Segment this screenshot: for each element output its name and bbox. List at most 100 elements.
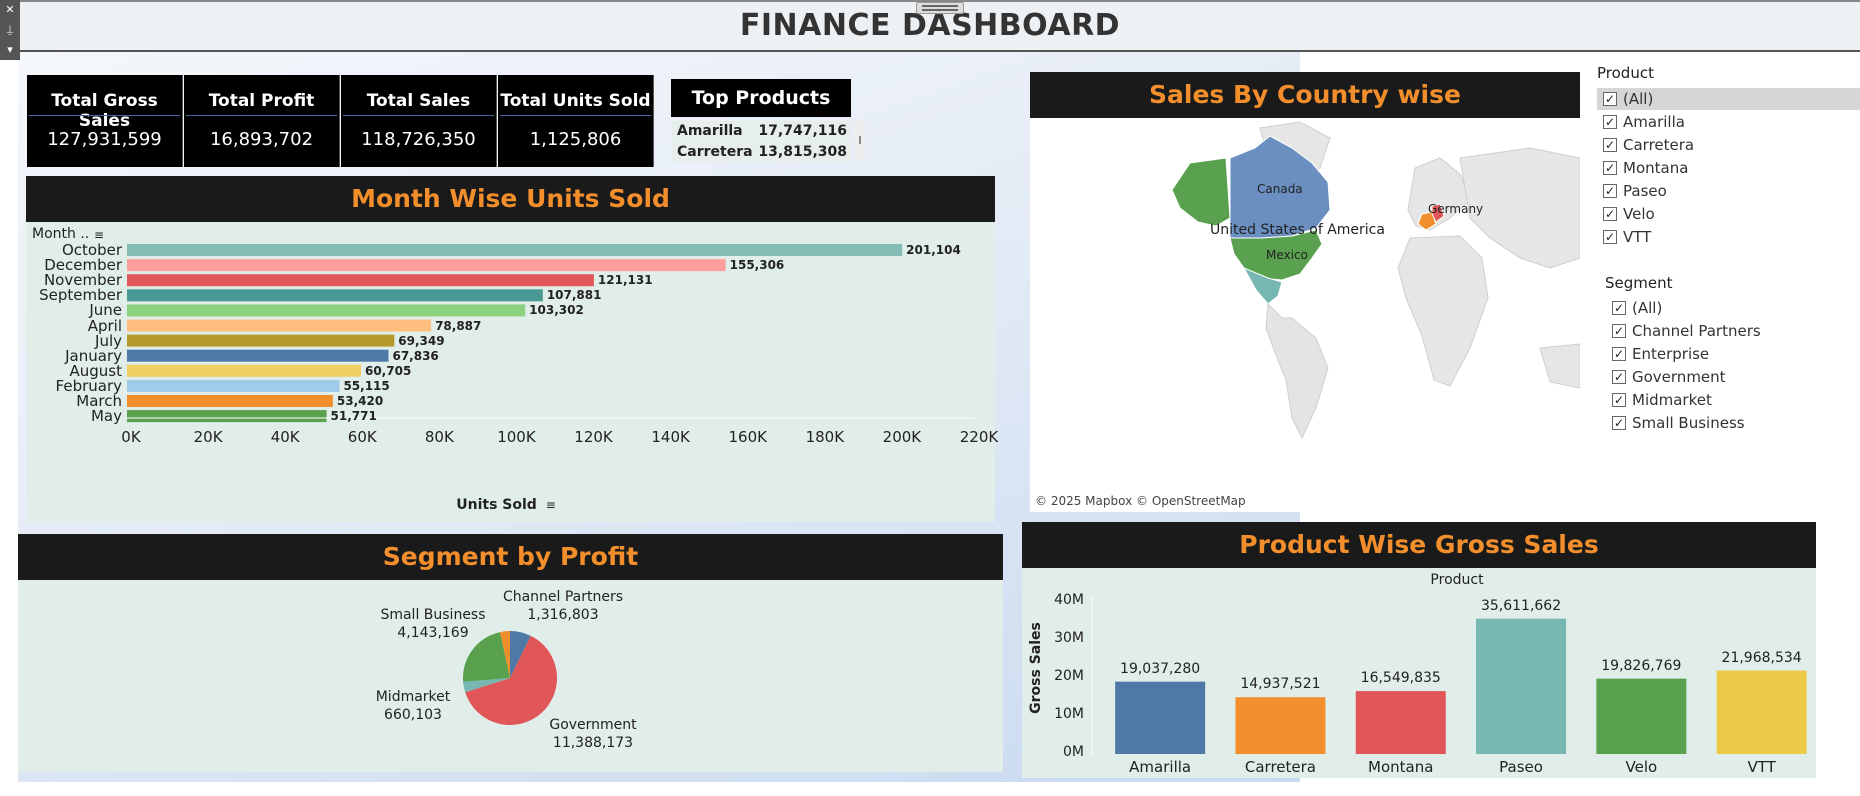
- checkbox-checked-icon[interactable]: ✓: [1603, 92, 1617, 106]
- month-x-tick: 100K: [497, 428, 536, 446]
- month-value-label: 103,302: [529, 303, 584, 318]
- drag-handle[interactable]: [916, 2, 964, 14]
- sort-icon[interactable]: ≡: [94, 228, 105, 242]
- month-x-tick: 60K: [347, 428, 377, 446]
- kpi-value: 1,125,806: [500, 115, 651, 163]
- germany-shape: [1431, 203, 1445, 223]
- kpi-value: 127,931,599: [29, 115, 180, 163]
- product-bar[interactable]: [1355, 691, 1446, 754]
- month-bar[interactable]: [127, 395, 333, 407]
- checkbox-checked-icon[interactable]: ✓: [1603, 161, 1617, 175]
- drag-handle-line: [922, 5, 958, 7]
- month-bar[interactable]: [127, 289, 543, 302]
- checkbox-checked-icon[interactable]: ✓: [1603, 184, 1617, 198]
- top-product-row[interactable]: Amarilla 17,747,116: [671, 121, 851, 141]
- close-icon[interactable]: ✕: [5, 3, 15, 16]
- checkbox-checked-icon[interactable]: ✓: [1612, 370, 1626, 384]
- map-label-mexico: Mexico: [1266, 248, 1308, 262]
- month-bar[interactable]: [127, 259, 726, 272]
- checkbox-checked-icon[interactable]: ✓: [1603, 115, 1617, 129]
- map-attribution[interactable]: © 2025 Mapbox © OpenStreetMap: [1035, 494, 1246, 508]
- filter-option-label: Montana: [1623, 159, 1689, 177]
- dropdown-icon[interactable]: ▾: [7, 43, 13, 56]
- product-bar[interactable]: [1235, 697, 1326, 754]
- month-x-tick: 20K: [193, 428, 223, 446]
- product-category-label: Paseo: [1499, 758, 1543, 776]
- map-label-germany: Germany: [1428, 202, 1484, 216]
- month-value-label: 201,104: [906, 243, 961, 257]
- pie-slice-small-business[interactable]: [463, 632, 510, 682]
- month-category-label: June: [89, 301, 122, 320]
- product-bar[interactable]: [1476, 618, 1567, 754]
- product-category-label: Amarilla: [1129, 758, 1192, 776]
- month-value-label: 155,306: [729, 258, 785, 273]
- month-bar[interactable]: [127, 274, 594, 287]
- top-product-row[interactable]: Carretera 13,815,308: [671, 142, 851, 162]
- month-category-label: July: [95, 331, 122, 350]
- filter-option-label: Amarilla: [1623, 113, 1685, 131]
- checkbox-checked-icon[interactable]: ✓: [1612, 301, 1626, 315]
- month-category-label: January: [65, 346, 122, 365]
- product-value-label: 14,937,521: [1240, 676, 1321, 693]
- pie-slice-enterprise[interactable]: [500, 631, 510, 678]
- pin-icon[interactable]: ⍊: [6, 23, 14, 36]
- checkbox-checked-icon[interactable]: ✓: [1612, 393, 1626, 407]
- product-y-tick: 20M: [1054, 668, 1084, 684]
- month-x-tick: 0K: [121, 428, 141, 446]
- pie-slice-midmarket[interactable]: [463, 678, 510, 693]
- month-bar[interactable]: [127, 379, 340, 392]
- month-bar[interactable]: [127, 319, 432, 332]
- product-y-tick: 10M: [1054, 706, 1084, 722]
- month-x-tick: 160K: [728, 428, 767, 446]
- checkbox-checked-icon[interactable]: ✓: [1612, 416, 1626, 430]
- pie-label: Small Business 4,143,169: [358, 606, 508, 642]
- product-bar[interactable]: [1115, 681, 1206, 754]
- pie-label-name: Midmarket: [375, 689, 451, 705]
- sort-icon[interactable]: ≡: [545, 498, 556, 512]
- checkbox-checked-icon[interactable]: ✓: [1612, 324, 1626, 338]
- product-category-label: Carretera: [1244, 758, 1316, 776]
- pie-slice-channel-partners[interactable]: [510, 631, 531, 678]
- checkbox-checked-icon[interactable]: ✓: [1612, 347, 1626, 361]
- pie-label: Midmarket 660,103: [358, 688, 468, 724]
- mexico-shape: [1242, 266, 1283, 305]
- month-category-label: March: [76, 392, 122, 410]
- month-bar[interactable]: [127, 334, 395, 347]
- kpi-card-total-gross-sales: Total Gross Sales 127,931,599: [27, 75, 183, 167]
- top-product-name: Amarilla: [677, 123, 743, 139]
- filter-option-label: Channel Partners: [1632, 322, 1761, 340]
- checkbox-checked-icon[interactable]: ✓: [1603, 138, 1617, 152]
- pie-label: Government 11,388,173: [518, 716, 668, 752]
- kpi-value: 118,726,350: [343, 115, 494, 163]
- month-bar[interactable]: [127, 410, 327, 423]
- month-bar[interactable]: [127, 349, 389, 362]
- product-bar[interactable]: [1716, 670, 1807, 754]
- segment-chart: Government 11,388,173 Midmarket 660,103 Smal…: [18, 580, 1003, 772]
- top-products-scrollbar[interactable]: [855, 120, 865, 160]
- product-value-label: 35,611,662: [1480, 597, 1562, 614]
- product-value-label: 19,826,769: [1601, 657, 1682, 674]
- product-value-label: 16,549,835: [1360, 670, 1441, 687]
- country-map[interactable]: Canada United States of America Mexico G…: [1030, 118, 1581, 512]
- product-bar[interactable]: [1596, 678, 1687, 754]
- month-value-label: 67,836: [392, 348, 439, 363]
- month-x-tick: 140K: [651, 428, 690, 446]
- checkbox-checked-icon[interactable]: ✓: [1603, 207, 1617, 221]
- month-value-label: 55,115: [343, 378, 390, 393]
- month-bar[interactable]: [127, 304, 526, 317]
- kpi-value: 16,893,702: [186, 115, 337, 163]
- filter-option-label: Paseo: [1623, 182, 1667, 200]
- month-bar[interactable]: [127, 364, 361, 377]
- product-filter-title: Product: [1597, 64, 1654, 82]
- pie-label-name: Government: [549, 717, 637, 733]
- top-products-title: Top Products: [671, 79, 851, 117]
- month-bar[interactable]: [127, 244, 903, 256]
- month-axis-title-text: Units Sold: [456, 497, 537, 513]
- pie-slice-government[interactable]: [465, 635, 558, 725]
- segment-filter-title: Segment: [1605, 274, 1673, 292]
- pie-label-name: Channel Partners: [502, 589, 624, 605]
- checkbox-checked-icon[interactable]: ✓: [1603, 230, 1617, 244]
- product-y-tick: 40M: [1054, 592, 1084, 608]
- map-label-canada: Canada: [1257, 182, 1303, 196]
- kpi-card-total-profit: Total Profit 16,893,702: [184, 75, 340, 167]
